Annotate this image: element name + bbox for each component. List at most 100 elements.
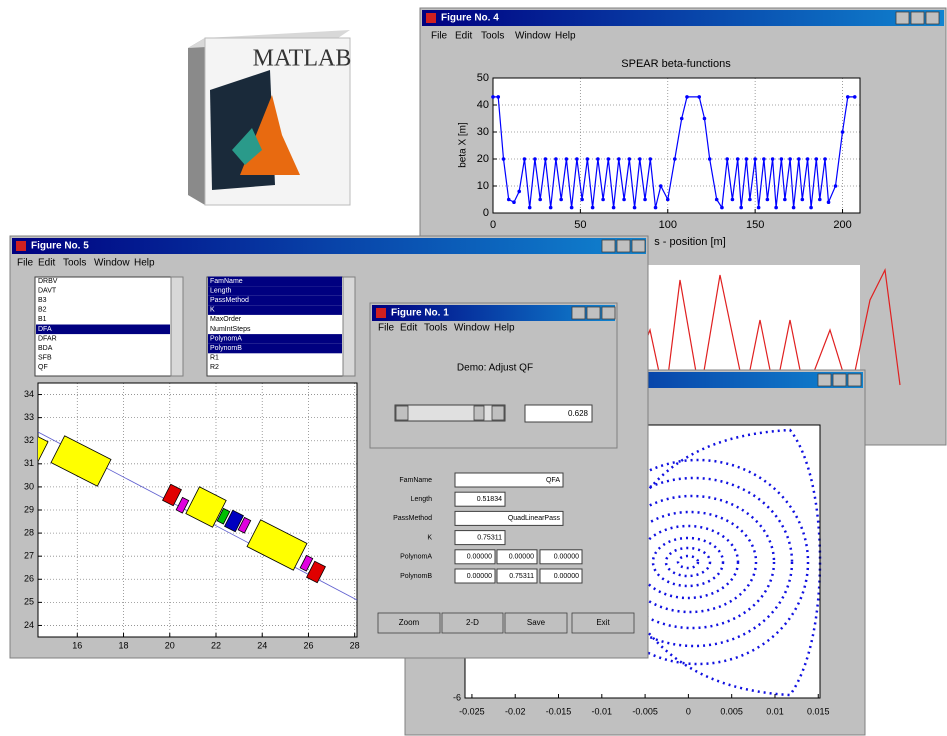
data-point xyxy=(506,197,511,202)
minimize-button[interactable] xyxy=(571,306,586,320)
field-box[interactable] xyxy=(454,568,496,584)
scrollbar[interactable] xyxy=(170,276,184,377)
minimize-button[interactable] xyxy=(895,11,910,25)
slider-thumb[interactable] xyxy=(473,405,485,421)
menu-item[interactable]: Edit xyxy=(400,323,417,334)
list-highlight xyxy=(208,295,342,306)
data-point xyxy=(739,205,743,210)
maximize-button[interactable] xyxy=(910,11,925,25)
x-tick-label: -0.01 xyxy=(592,706,613,716)
button-label[interactable]: Zoom xyxy=(399,618,420,627)
list-item[interactable]: DRBV xyxy=(38,278,58,285)
menu-item[interactable]: File xyxy=(378,323,395,334)
data-point xyxy=(548,205,553,210)
data-point xyxy=(632,205,637,210)
beta-line xyxy=(493,96,855,210)
close-button[interactable] xyxy=(847,373,862,387)
menu-item[interactable]: Window xyxy=(94,258,130,269)
menu-item[interactable]: Window xyxy=(515,31,551,42)
menu-item[interactable]: Help xyxy=(555,31,576,42)
field-box[interactable] xyxy=(496,568,538,584)
window-icon xyxy=(16,241,26,251)
maximize-button[interactable] xyxy=(616,239,631,253)
list-item[interactable]: PolynomB xyxy=(210,345,242,352)
x-tick-label: -0.015 xyxy=(546,706,572,716)
y-axis-label: beta X [m] xyxy=(458,122,469,168)
list-item[interactable]: BDA xyxy=(38,345,53,352)
close-button[interactable] xyxy=(631,239,646,253)
list-item[interactable]: B2 xyxy=(38,307,47,314)
field-box[interactable] xyxy=(454,491,506,507)
data-point xyxy=(685,95,689,99)
maximize-button[interactable] xyxy=(832,373,847,387)
data-point xyxy=(840,130,845,134)
menu-item[interactable]: Edit xyxy=(455,31,472,42)
field-box[interactable] xyxy=(454,530,506,546)
menu-item[interactable]: Edit xyxy=(38,258,55,269)
x-tick-label: 0 xyxy=(686,706,691,716)
data-point xyxy=(765,197,770,202)
slider-left-arrow[interactable] xyxy=(395,405,409,421)
button[interactable] xyxy=(571,612,635,634)
list-item[interactable]: K xyxy=(210,307,215,314)
minimize-button[interactable] xyxy=(817,373,832,387)
data-point xyxy=(800,197,805,202)
list-item[interactable]: QF xyxy=(38,364,48,371)
list-item[interactable]: PassMethod xyxy=(210,297,249,304)
menu-item[interactable]: Help xyxy=(494,323,515,334)
menu-item[interactable]: File xyxy=(431,31,448,42)
maximize-button[interactable] xyxy=(586,306,601,320)
list-item[interactable]: MaxOrder xyxy=(210,316,242,323)
slider-right-arrow[interactable] xyxy=(491,405,505,421)
list-item[interactable]: PolynomA xyxy=(210,335,242,342)
list-item[interactable]: DFAR xyxy=(38,335,57,342)
scrollbar[interactable] xyxy=(342,276,356,377)
y-tick-label: 30 xyxy=(477,126,489,138)
field-value: 0.00000 xyxy=(554,554,579,561)
button-label[interactable]: Save xyxy=(527,618,546,627)
data-point xyxy=(672,157,677,161)
list-item[interactable]: R2 xyxy=(210,364,219,371)
menu-item[interactable]: Window xyxy=(454,323,490,334)
menu-item[interactable]: Help xyxy=(134,258,155,269)
list-item[interactable]: DFA xyxy=(38,326,52,333)
list-item[interactable]: DAVT xyxy=(38,287,57,294)
list-item[interactable]: NumIntSteps xyxy=(210,326,251,333)
field-value: 0.00000 xyxy=(467,573,492,580)
list-item[interactable]: R1 xyxy=(210,355,219,362)
field-box[interactable] xyxy=(496,549,538,565)
field-box[interactable] xyxy=(454,549,496,565)
x-tick-label: -0.005 xyxy=(632,706,658,716)
list-item[interactable]: SFB xyxy=(38,355,52,362)
x-tick-label: 0.005 xyxy=(720,706,743,716)
button-label[interactable]: 2-D xyxy=(466,618,479,627)
data-point xyxy=(818,197,822,202)
list-item[interactable]: FamName xyxy=(210,278,243,285)
y-tick-label: 10 xyxy=(477,180,489,192)
data-point xyxy=(575,157,579,161)
field-box[interactable] xyxy=(539,568,583,584)
button[interactable] xyxy=(441,612,504,634)
close-button[interactable] xyxy=(601,306,616,320)
button[interactable] xyxy=(377,612,441,634)
button[interactable] xyxy=(504,612,568,634)
x-tick-label: 150 xyxy=(746,219,764,231)
x-tick-label: 16 xyxy=(72,640,82,650)
menu-item[interactable]: Tools xyxy=(424,323,447,334)
minimize-button[interactable] xyxy=(601,239,616,253)
slider[interactable] xyxy=(394,404,506,422)
field-box[interactable] xyxy=(454,472,564,488)
value-box[interactable] xyxy=(524,404,593,423)
field-box[interactable] xyxy=(539,549,583,565)
x-tick-label: 28 xyxy=(350,640,360,650)
list-item[interactable]: Length xyxy=(210,287,232,294)
menu-item[interactable]: File xyxy=(17,258,34,269)
menu-item[interactable]: Tools xyxy=(63,258,86,269)
list-item[interactable]: B1 xyxy=(38,316,47,323)
close-button[interactable] xyxy=(925,11,940,25)
menu-item[interactable]: Tools xyxy=(481,31,504,42)
list-item[interactable]: B3 xyxy=(38,297,47,304)
field-box[interactable] xyxy=(454,510,564,526)
button-label[interactable]: Exit xyxy=(596,618,610,627)
x-tick-label: 22 xyxy=(211,640,221,650)
